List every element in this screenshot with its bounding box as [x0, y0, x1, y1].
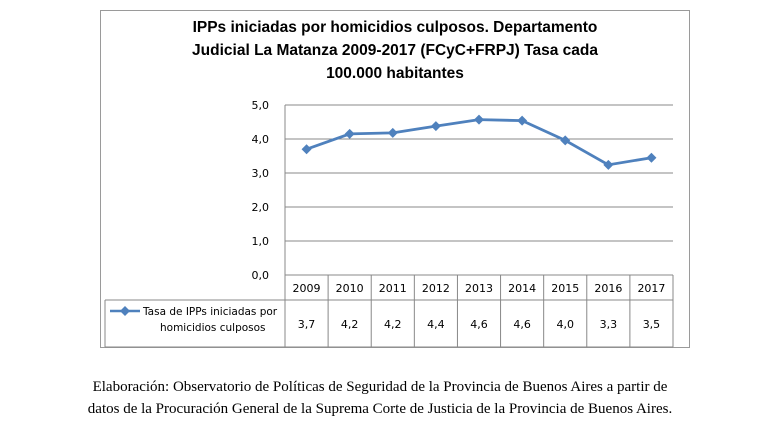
- data-label: 3,7: [298, 318, 316, 331]
- legend-marker-diamond: [120, 306, 130, 316]
- series-line: [306, 118, 652, 167]
- y-tick-label: 5,0: [252, 99, 270, 112]
- data-point-marker: [603, 159, 614, 170]
- y-tick-label: 4,0: [252, 133, 270, 146]
- x-tick-label: 2011: [379, 282, 407, 295]
- y-tick-label: 3,0: [252, 167, 270, 180]
- x-tick-label: 2010: [336, 282, 364, 295]
- x-tick-label: 2014: [508, 282, 536, 295]
- x-tick-label: 2016: [594, 282, 622, 295]
- data-point-marker: [344, 128, 355, 139]
- caption-line: Elaboración: Observatorio de Políticas d…: [92, 379, 668, 395]
- data-label: 3,3: [600, 318, 618, 331]
- data-label: 4,2: [341, 318, 359, 331]
- legend-label: Tasa de IPPs iniciadas por: [142, 306, 278, 318]
- y-tick-label: 2,0: [252, 201, 270, 214]
- data-point-marker: [646, 152, 657, 163]
- data-point-marker: [517, 115, 528, 126]
- caption-line: datos de la Procuración General de la Su…: [87, 401, 673, 417]
- data-label: 4,6: [470, 318, 488, 331]
- chart-title: IPPs iniciadas por homicidios culposos. …: [100, 16, 690, 85]
- x-tick-label: 2009: [293, 282, 321, 295]
- x-tick-label: 2013: [465, 282, 493, 295]
- y-tick-label: 0,0: [252, 269, 270, 282]
- data-point-marker: [560, 135, 571, 146]
- data-label: 3,5: [643, 318, 661, 331]
- chart-frame: [100, 10, 690, 348]
- x-tick-label: 2015: [551, 282, 579, 295]
- data-point-marker: [301, 144, 312, 155]
- data-label: 4,4: [427, 318, 445, 331]
- data-label: 4,0: [556, 318, 574, 331]
- data-label: 4,6: [513, 318, 531, 331]
- data-label: 4,2: [384, 318, 402, 331]
- x-tick-label: 2012: [422, 282, 450, 295]
- figure-caption: Elaboración: Observatorio de Políticas d…: [60, 376, 700, 420]
- data-point-marker: [474, 114, 484, 125]
- data-point-marker: [387, 127, 398, 138]
- legend-label: homicidios culposos: [160, 322, 266, 334]
- y-tick-label: 1,0: [252, 235, 270, 248]
- data-point-marker: [430, 121, 441, 132]
- x-tick-label: 2017: [637, 282, 665, 295]
- title-line: 100.000 habitantes: [326, 65, 464, 82]
- title-line: IPPs iniciadas por homicidios culposos. …: [192, 19, 598, 36]
- title-line: Judicial La Matanza 2009-2017 (FCyC+FRPJ…: [192, 42, 598, 59]
